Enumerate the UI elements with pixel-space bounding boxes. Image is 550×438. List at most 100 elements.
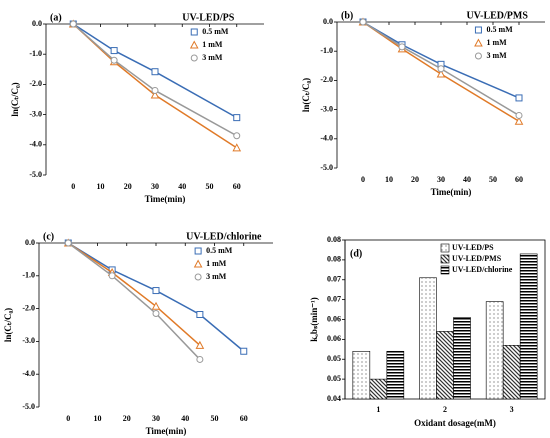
data-point: [359, 18, 367, 26]
data-point: [110, 56, 118, 64]
x-tick-label: 0: [66, 414, 70, 423]
legend-title: UV-LED/PMS: [466, 10, 528, 21]
x-tick-label: 2: [443, 405, 447, 414]
y-tick-label: 0.07: [327, 275, 341, 284]
y-tick-label: -5.0: [22, 402, 35, 411]
y-tick-label: -2.0: [22, 303, 35, 312]
x-axis-label: Time(min): [145, 194, 186, 204]
legend-label: UV-LED/PS: [452, 243, 494, 252]
legend-marker: [474, 38, 483, 47]
x-tick-label: 10: [97, 182, 105, 191]
series-line: [362, 21, 520, 117]
data-point: [64, 239, 72, 247]
x-tick-label: 40: [178, 182, 186, 191]
x-tick-label: 40: [181, 414, 189, 423]
x-tick-label: 50: [489, 175, 497, 184]
data-point: [233, 114, 241, 122]
y-axis-label: ln(Cₜ/C₀): [3, 308, 13, 342]
panel-label: (c): [43, 231, 54, 242]
y-tick-label: 0.04: [327, 394, 341, 403]
y-axis-label: ln(Cₜ/C₀): [10, 82, 20, 116]
data-point: [196, 311, 204, 319]
legend-label: 0.5 mM: [202, 27, 229, 36]
data-point: [398, 43, 406, 51]
legend-swatch: [440, 254, 450, 264]
y-tick-label: 0.06: [327, 314, 341, 323]
y-tick-label: 0.07: [327, 294, 341, 303]
y-tick-label: 0.05: [327, 354, 341, 363]
y-tick-label: 0.0: [32, 19, 42, 28]
x-tick-label: 50: [211, 414, 219, 423]
bar: [369, 378, 388, 400]
data-point: [514, 116, 524, 125]
bar: [502, 345, 521, 400]
legend-title: UV-LED/chlorine: [186, 231, 262, 242]
y-tick-label: -2.0: [29, 79, 42, 88]
legend-label: 3 mM: [202, 53, 223, 62]
legend-label: 0.5 mM: [486, 25, 513, 34]
legend-swatch: [440, 265, 450, 275]
series-line: [362, 21, 520, 122]
legend-label: 1 mM: [206, 259, 227, 268]
x-tick-label: 1: [376, 405, 380, 414]
legend-label: UV-LED/PMS: [452, 254, 502, 263]
data-point: [108, 272, 116, 280]
x-axis-label: Time(min): [146, 426, 187, 436]
legend-marker: [189, 40, 199, 49]
data-point: [69, 20, 77, 28]
series-line: [72, 23, 238, 137]
panel-label: (d): [350, 248, 362, 259]
panel-label: (a): [50, 12, 62, 23]
y-tick-label: -1.0: [320, 46, 333, 55]
x-tick-label: 10: [94, 414, 102, 423]
y-tick-label: -3.0: [320, 104, 333, 113]
x-tick-label: 3: [510, 405, 514, 414]
data-point: [232, 143, 242, 152]
y-tick-label: -2.0: [320, 75, 333, 84]
y-tick-label: -5.0: [29, 170, 42, 179]
series-line: [362, 21, 520, 99]
legend-marker: [193, 259, 203, 268]
data-point: [196, 355, 204, 363]
y-tick-label: 0.08: [327, 255, 341, 264]
legend-label: 0.5 mM: [206, 246, 233, 255]
bar: [419, 277, 437, 400]
legend-label: 1 mM: [486, 38, 507, 47]
y-tick-label: -4.0: [320, 134, 333, 143]
y-tick-label: 0.0: [25, 238, 35, 247]
y-tick-label: -1.0: [29, 49, 42, 58]
series-line: [67, 242, 201, 346]
y-tick-label: 0.08: [327, 235, 341, 244]
x-tick-label: 30: [437, 175, 445, 184]
data-point: [515, 94, 523, 102]
y-tick-label: 0.06: [327, 334, 341, 343]
data-point: [233, 132, 241, 140]
x-tick-label: 60: [233, 182, 241, 191]
data-point: [515, 111, 523, 119]
x-tick-label: 30: [151, 182, 159, 191]
legend-label: 1 mM: [202, 40, 223, 49]
bar: [436, 331, 454, 400]
y-tick-label: -3.0: [22, 336, 35, 345]
bar: [485, 301, 504, 400]
bar: [453, 317, 471, 400]
x-tick-label: 0: [361, 175, 365, 184]
y-tick-label: 0.0: [323, 17, 333, 26]
x-axis-label: Time(min): [431, 187, 472, 197]
x-tick-label: 0: [71, 182, 75, 191]
data-point: [152, 287, 160, 295]
legend-marker: [194, 273, 202, 281]
legend-label: UV-LED/chlorine: [452, 265, 513, 274]
data-point: [240, 347, 248, 355]
data-point: [110, 47, 118, 55]
legend-swatch: [440, 243, 450, 253]
y-tick-label: 0.05: [327, 374, 341, 383]
legend-marker: [194, 247, 202, 255]
bar: [519, 253, 538, 400]
data-point: [151, 68, 159, 76]
panel-label: (b): [341, 10, 353, 21]
y-tick-label: -4.0: [22, 369, 35, 378]
y-tick-label: -1.0: [22, 271, 35, 280]
x-tick-label: 20: [124, 182, 132, 191]
